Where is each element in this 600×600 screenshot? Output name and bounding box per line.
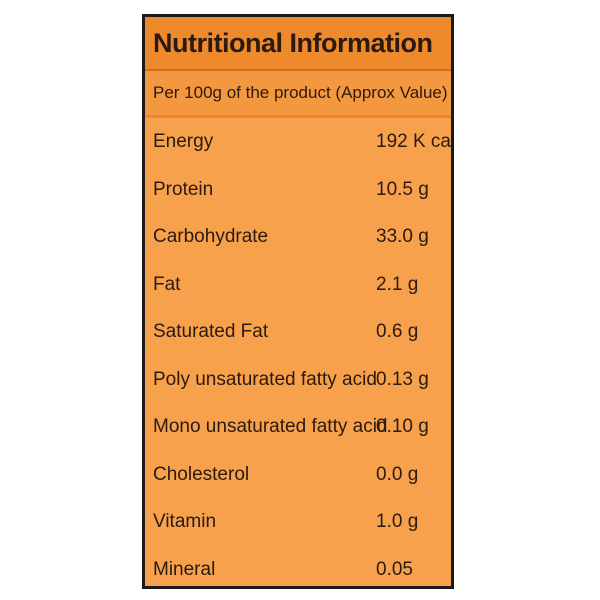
nutrition-panel: Nutritional Information Per 100g of the … — [142, 14, 454, 589]
nutrient-row-cholesterol: Cholesterol 0.0 g — [145, 451, 451, 499]
nutrient-row-saturated-fat: Saturated Fat 0.6 g — [145, 308, 451, 356]
nutrient-row-fat: Fat 2.1 g — [145, 261, 451, 309]
nutrient-name: Cholesterol — [153, 463, 250, 485]
nutrient-value: 192 K cal — [376, 131, 454, 152]
nutrient-name: Carbohydrate — [153, 226, 269, 247]
nutrient-name: Vitamin — [153, 511, 217, 532]
panel-title: Nutritional Information — [145, 17, 451, 71]
nutrient-value: 10.5 g — [376, 178, 429, 200]
nutrient-value: 0.0 g — [376, 463, 419, 485]
nutrient-row-vitamin: Vitamin 1.0 g — [145, 498, 451, 546]
nutrient-value: 0.05 — [376, 558, 413, 580]
nutrient-name: Mineral — [153, 558, 216, 580]
nutrient-list: Energy 192 K cal Protein 10.5 g Carbohyd… — [145, 118, 451, 587]
panel-subtitle: Per 100g of the product (Approx Value) — [145, 71, 451, 118]
nutrient-name: Poly unsaturated fatty acid — [153, 368, 377, 390]
nutrient-value: 0.13 g — [376, 368, 429, 390]
nutrient-value: 1.0 g — [376, 511, 419, 532]
nutrient-name: Fat — [153, 273, 181, 295]
nutrient-row-polyunsaturated: Poly unsaturated fatty acid 0.13 g — [145, 356, 451, 404]
nutrient-row-monounsaturated: Mono unsaturated fatty acid 0.10 g — [145, 403, 451, 451]
nutrient-value: 2.1 g — [376, 273, 419, 295]
nutrient-name: Mono unsaturated fatty acid — [153, 416, 388, 437]
nutrient-name: Saturated Fat — [153, 321, 269, 342]
nutrient-value: 33.0 g — [376, 226, 429, 247]
nutrient-value: 0.6 g — [376, 321, 419, 342]
nutrient-name: Protein — [153, 178, 214, 200]
nutrient-name: Energy — [153, 131, 214, 152]
nutrient-row-protein: Protein 10.5 g — [145, 166, 451, 214]
nutrient-value: 0.10 g — [376, 416, 429, 437]
nutrient-row-mineral: Mineral 0.05 — [145, 546, 451, 587]
nutrient-row-energy: Energy 192 K cal — [145, 118, 451, 166]
nutrient-row-carbohydrate: Carbohydrate 33.0 g — [145, 213, 451, 261]
